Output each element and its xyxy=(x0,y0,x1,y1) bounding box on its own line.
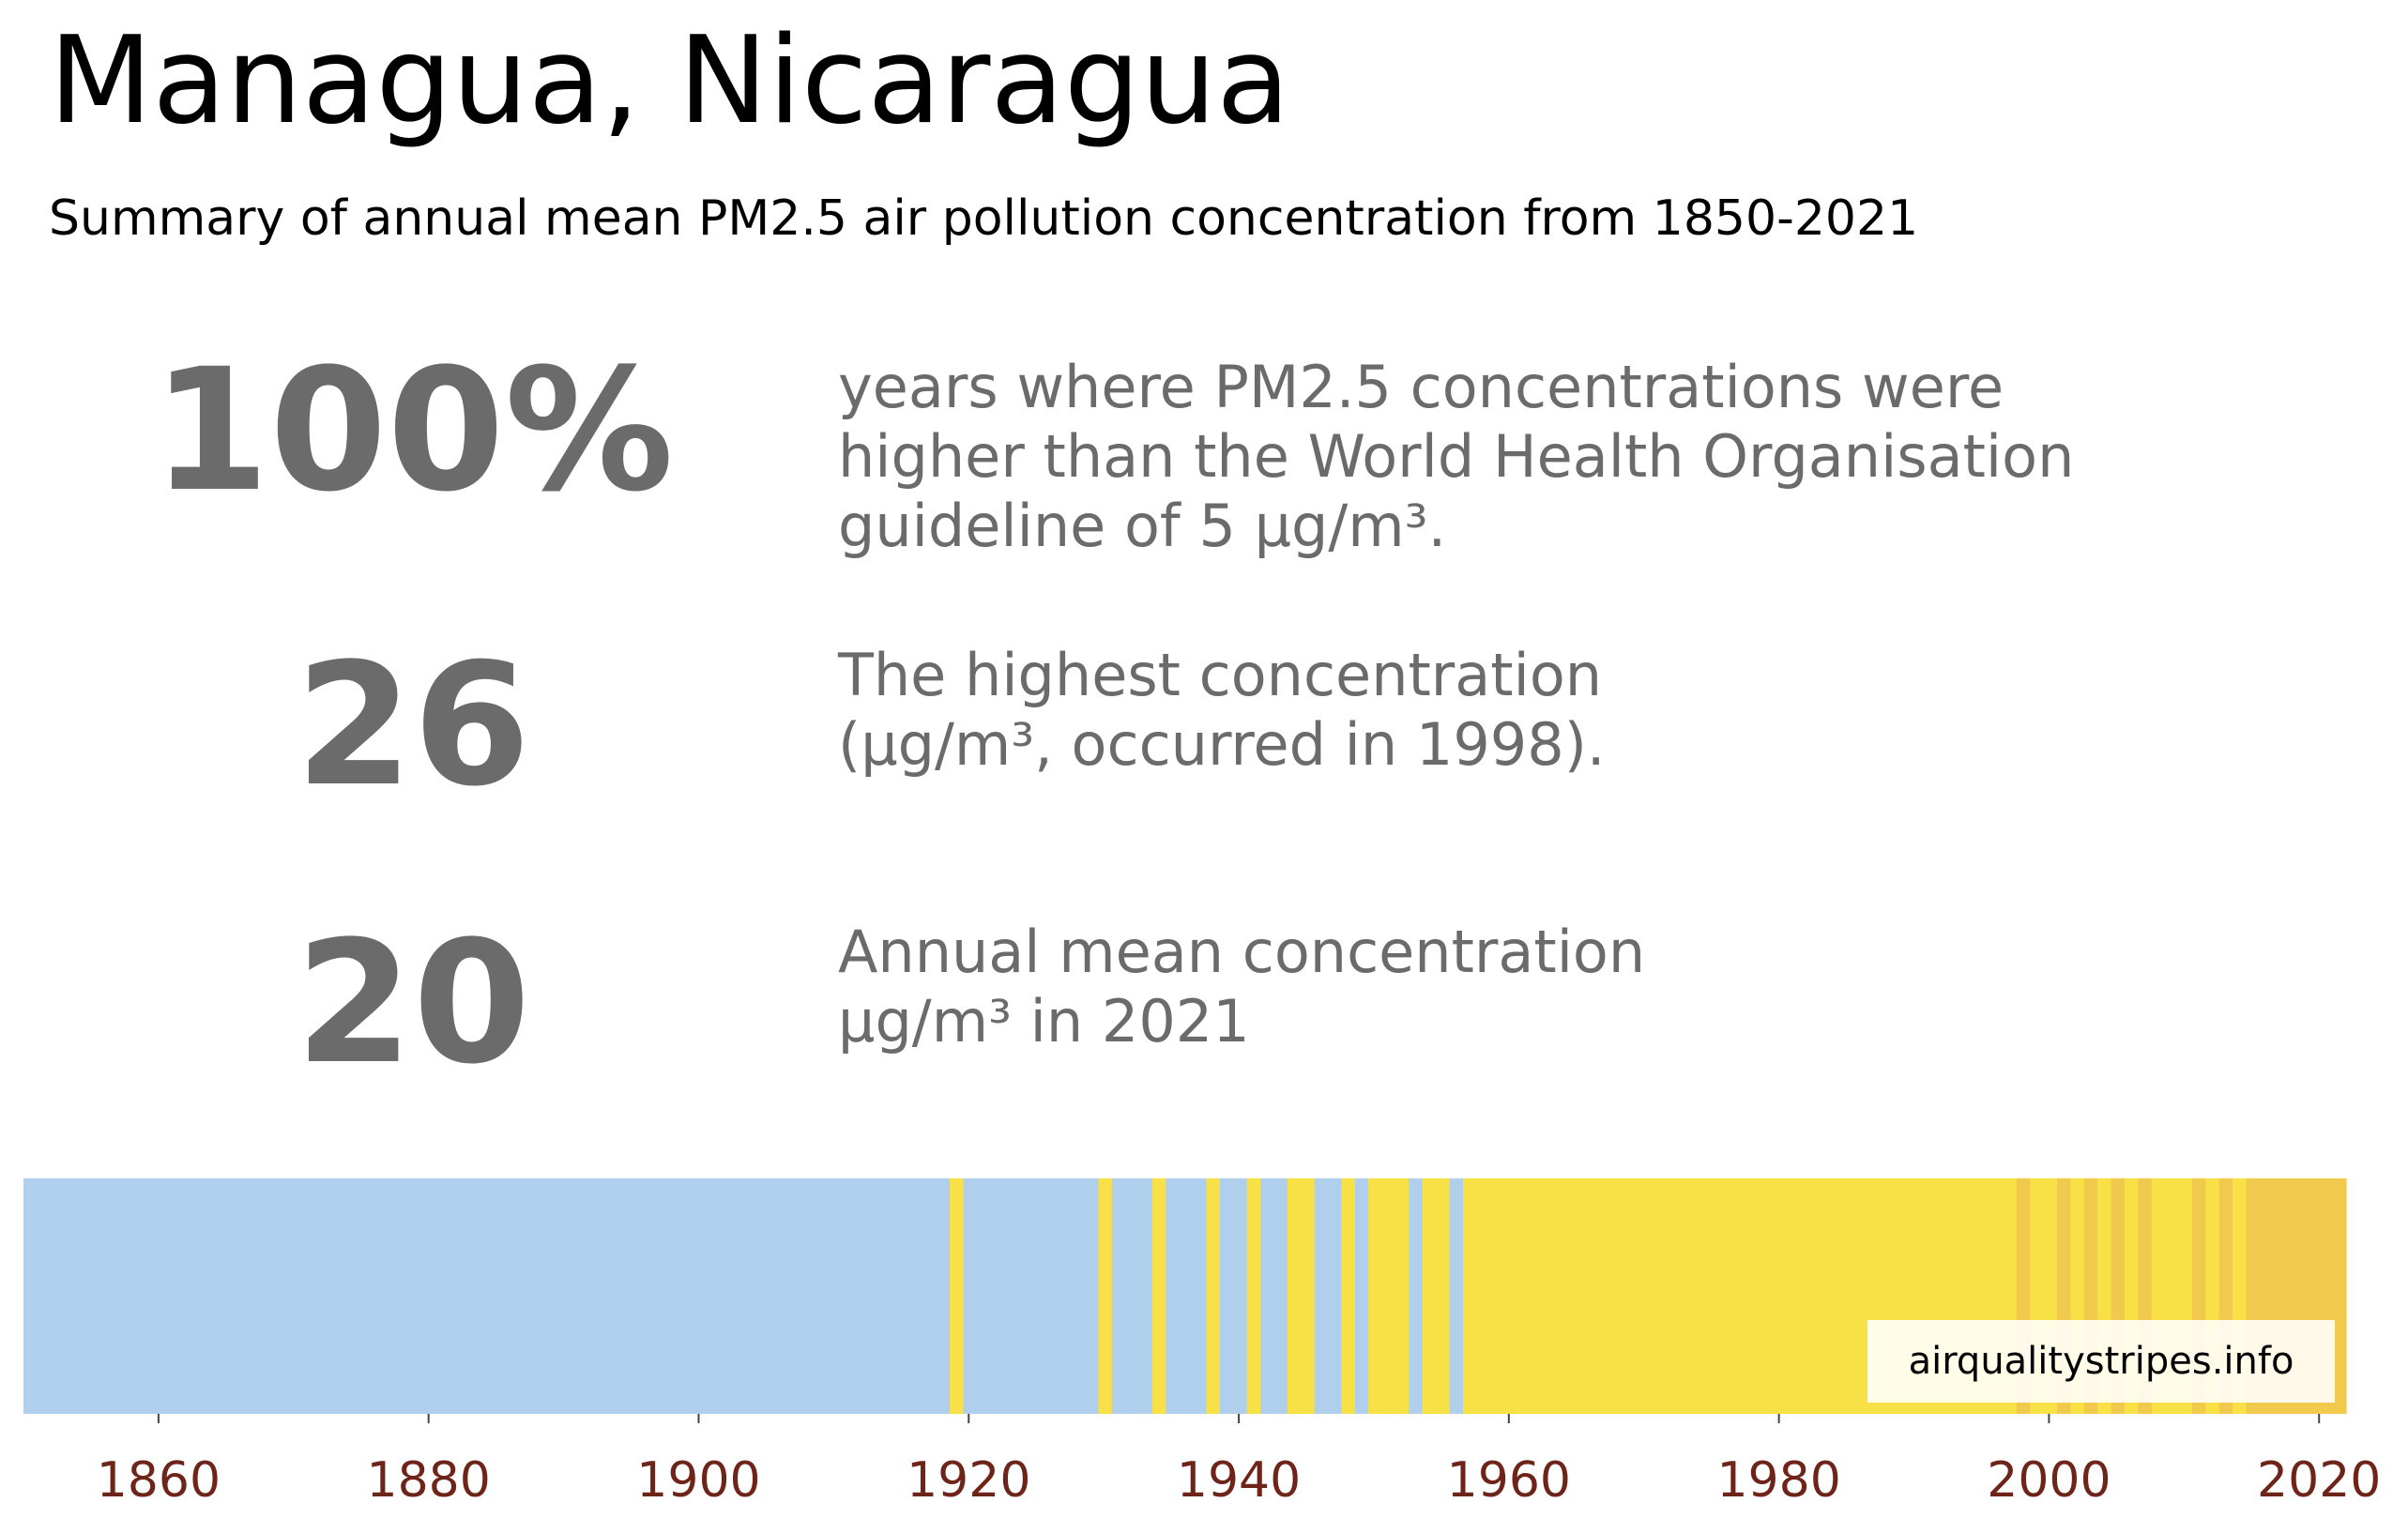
stripe-1943.6-1945.6 xyxy=(1287,1178,1316,1414)
watermark-label: airqualitystripes.info xyxy=(1867,1320,2335,1403)
stripe-1934.6-1937.6 xyxy=(1166,1178,1208,1414)
stripe-1938.6-1940.6 xyxy=(1219,1178,1248,1414)
stat-latest-value: 20 xyxy=(295,905,531,1101)
stripe-1953.6-1955.6 xyxy=(1422,1178,1451,1414)
page-title: Managua, Nicaragua xyxy=(49,11,1290,151)
stripe-1937.6-1938.6 xyxy=(1206,1178,1221,1414)
stripe-1955.6-1956.6 xyxy=(1449,1178,1464,1414)
stripe-1940.6-1941.6 xyxy=(1246,1178,1261,1414)
stat-percent-line: higher than the World Health Organisatio… xyxy=(838,422,2075,491)
x-tick-label: 2000 xyxy=(1987,1452,2111,1509)
stripe-1930.6-1933.6 xyxy=(1111,1178,1153,1414)
stripe-1850.0-1918.6 xyxy=(23,1178,951,1414)
stripe-1945.6-1947.6 xyxy=(1314,1178,1343,1414)
stat-latest-description: Annual mean concentration µg/m³ in 2021 xyxy=(838,918,1645,1056)
stat-percent-value: 100% xyxy=(151,333,675,529)
stat-latest-line: µg/m³ in 2021 xyxy=(838,987,1250,1055)
stat-highest-line: (µg/m³, occurred in 1998). xyxy=(838,710,1606,779)
stat-percent-line: guideline of 5 µg/m³. xyxy=(838,492,1447,560)
stripe-1919.6-1929.6 xyxy=(963,1178,1100,1414)
stripe-1941.6-1943.6 xyxy=(1260,1178,1288,1414)
x-tick-label: 1860 xyxy=(97,1452,221,1509)
stripe-1952.6-1953.6 xyxy=(1409,1178,1424,1414)
stripe-1947.6-1948.6 xyxy=(1341,1178,1356,1414)
x-tick-label: 1980 xyxy=(1716,1452,1840,1509)
stat-highest-line: The highest concentration xyxy=(838,641,1603,709)
page-subtitle: Summary of annual mean PM2.5 air polluti… xyxy=(49,190,1919,247)
x-tick-label: 1920 xyxy=(907,1452,1030,1509)
stripe-1933.6-1934.6 xyxy=(1151,1178,1166,1414)
stat-highest-value: 26 xyxy=(295,628,531,824)
x-tick-label: 1880 xyxy=(367,1452,491,1509)
stripe-1948.6-1949.6 xyxy=(1354,1178,1369,1414)
stat-latest-line: Annual mean concentration xyxy=(838,918,1646,986)
x-tick-label: 1900 xyxy=(636,1452,760,1509)
x-tick-label: 1940 xyxy=(1177,1452,1301,1509)
x-tick-label: 2020 xyxy=(2257,1452,2381,1509)
stat-percent-description: years where PM2.5 concentrations were hi… xyxy=(838,353,2074,561)
x-tick-label: 1960 xyxy=(1447,1452,1571,1509)
x-axis-ticks: 1860 1880 1900 1920 1940 1960 1980 2000 2020 xyxy=(97,1414,2381,1509)
stripe-1949.6-1952.6 xyxy=(1368,1178,1410,1414)
stat-percent-line: years where PM2.5 concentrations were xyxy=(838,353,2004,421)
stripe-1929.6-1930.6 xyxy=(1098,1178,1113,1414)
stat-highest-description: The highest concentration (µg/m³, occurr… xyxy=(838,641,1606,780)
stripe-1918.6-1919.6 xyxy=(950,1178,965,1414)
